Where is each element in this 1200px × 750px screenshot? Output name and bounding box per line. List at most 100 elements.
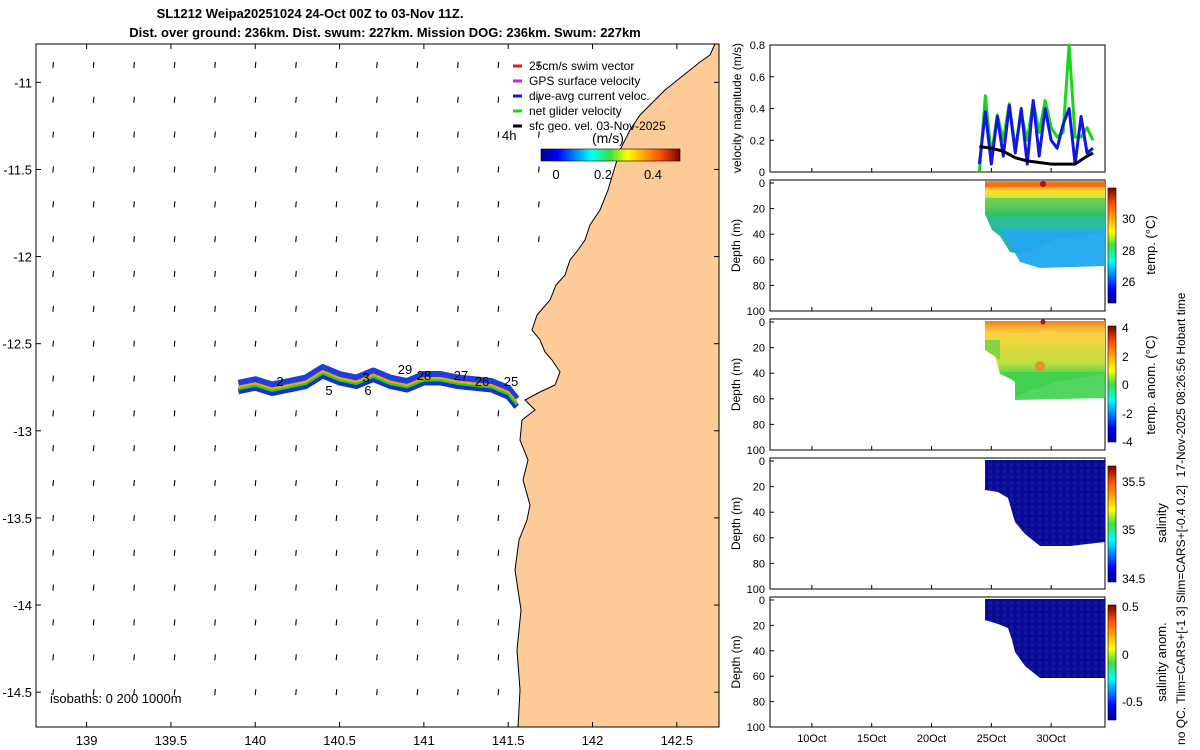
current-arrow	[254, 305, 257, 312]
current-arrow	[52, 340, 55, 347]
current-arrow	[295, 305, 297, 312]
depth-tick-label: 100	[747, 445, 765, 457]
current-arrow	[497, 166, 500, 173]
anom-cb-tick-0: 0	[1122, 378, 1129, 392]
current-arrow	[254, 96, 257, 103]
current-arrow	[416, 305, 419, 312]
current-arrow	[335, 96, 338, 103]
depth-ylabel: Depth (m)	[729, 497, 743, 550]
legend-label: sfc geo. vel. 03-Nov-2025	[529, 119, 666, 133]
current-arrow	[92, 549, 95, 556]
current-arrow	[295, 445, 297, 452]
current-arrow	[295, 619, 297, 626]
depth-tick-label: 60	[753, 533, 765, 545]
current-arrow	[335, 514, 338, 521]
depth-tick-label: 0	[759, 595, 765, 607]
current-arrow	[416, 270, 419, 278]
current-arrow	[376, 61, 378, 68]
current-arrow	[497, 514, 500, 521]
depth-tick-label: 100	[747, 584, 765, 596]
current-arrow	[295, 96, 297, 103]
current-arrow	[214, 201, 216, 208]
current-arrow	[416, 410, 419, 417]
current-arrow	[295, 584, 297, 591]
legend-label: 25cm/s swim vector	[529, 59, 634, 73]
current-arrow	[92, 61, 95, 68]
anom-cb-tick-m2: -2	[1122, 407, 1133, 421]
current-arrow	[376, 654, 378, 661]
current-arrow	[497, 61, 500, 68]
current-arrow	[133, 201, 135, 208]
current-arrow	[92, 689, 95, 696]
current-arrow	[214, 375, 216, 382]
track-net-velocity	[238, 372, 518, 406]
current-arrow	[538, 201, 540, 208]
current-arrow	[214, 305, 216, 312]
current-arrow	[173, 131, 176, 138]
current-arrow	[335, 166, 338, 173]
map-y-ticks: -11 -11.5 -12 -12.5 -13 -13.5 -14 -14.5	[2, 75, 719, 700]
time-series-panels: 0 0.2 0.4 0.6 0.8 velocity magnitude (m/s) 3…	[729, 40, 1188, 745]
current-arrow	[457, 689, 459, 696]
current-arrow	[92, 131, 95, 138]
isobaths-label: isobaths: 0 200 1000m	[50, 691, 182, 706]
anom-cb-tick-m4: -4	[1122, 435, 1133, 449]
current-arrow	[173, 619, 176, 626]
current-arrow	[497, 584, 500, 591]
current-arrow	[457, 654, 459, 661]
map-x-tick-label: 142.5	[661, 733, 694, 748]
current-arrow	[52, 584, 55, 591]
current-arrow	[92, 340, 95, 347]
map-y-tick-label: -11	[14, 75, 32, 90]
current-arrow	[52, 619, 55, 626]
current-arrow	[52, 305, 55, 312]
current-arrow	[92, 305, 95, 312]
current-arrow	[376, 236, 378, 243]
map-x-ticks: 139 139.5 140 140.5 141 141.5 142 142.5	[76, 44, 693, 748]
current-arrow	[52, 480, 55, 487]
current-arrow	[254, 201, 257, 208]
map-x-tick-label: 142	[582, 733, 604, 748]
current-arrow	[457, 514, 459, 521]
qc-limits-side-text: no QC. Tlim=CARS+[-1 3] Slim=CARS+[-0.4 …	[1174, 485, 1188, 745]
colorbar-tick-2: 0.4	[644, 167, 662, 182]
depth-tick-label: 60	[753, 671, 765, 683]
depth-tick-label: 0	[759, 456, 765, 468]
current-arrow	[254, 480, 257, 487]
current-arrow	[92, 270, 95, 278]
temp-anomaly-colorbar	[1107, 325, 1117, 443]
current-arrow	[335, 445, 338, 452]
time-tick-label: 20Oct	[917, 733, 946, 745]
timestamp-side-text: 17-Nov-2025 08:26:56 Hobart time	[1174, 292, 1188, 477]
track-day-label: 29	[398, 362, 412, 377]
current-arrow	[538, 61, 540, 68]
figure-title-line-1: SL1212 Weipa20251024 24-Oct 00Z to 03-No…	[156, 6, 464, 21]
salinity-anomaly-section	[985, 599, 1105, 678]
anom-cb-tick-4: 4	[1122, 321, 1129, 335]
current-arrow	[497, 689, 500, 696]
temperature-colorbar	[1107, 187, 1117, 304]
current-arrow	[254, 131, 257, 138]
current-arrow	[92, 166, 95, 173]
current-arrow	[214, 619, 216, 626]
current-arrow	[92, 480, 95, 487]
current-arrow	[416, 480, 419, 487]
salinity-colorbar	[1107, 465, 1117, 583]
current-arrow	[254, 514, 257, 521]
current-arrow	[295, 236, 297, 243]
current-arrow	[173, 61, 176, 68]
current-arrow	[133, 340, 135, 347]
current-arrow	[254, 270, 257, 278]
current-arrow	[335, 480, 338, 487]
current-arrow	[416, 131, 419, 138]
current-arrow	[416, 96, 419, 103]
current-arrow	[295, 410, 297, 417]
depth-tick-label: 0	[759, 317, 765, 329]
current-arrow	[416, 549, 419, 556]
current-arrow	[254, 340, 257, 347]
current-arrow	[133, 375, 135, 382]
current-arrow	[295, 131, 297, 138]
track-day-label: 3	[362, 370, 369, 385]
